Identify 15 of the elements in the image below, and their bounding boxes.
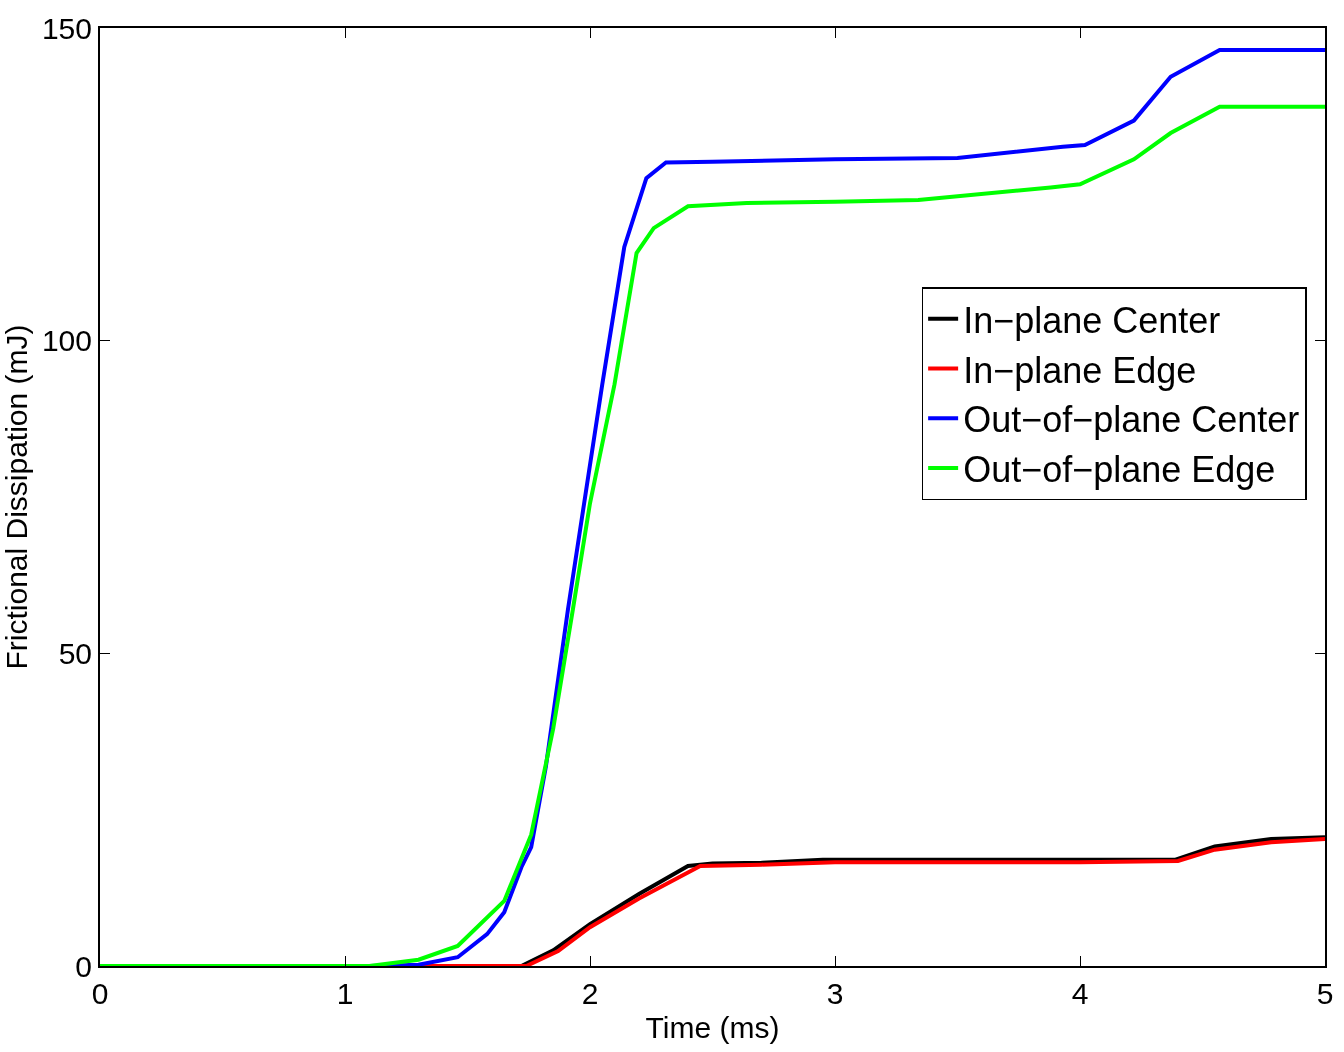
y-tick-label: 0: [75, 949, 92, 983]
legend-label: Out−of−plane Edge: [963, 449, 1276, 491]
x-tick-label: 1: [336, 977, 354, 1010]
x-axis-title: Time (ms): [645, 1011, 780, 1044]
y-tick-label: 50: [58, 636, 92, 670]
y-axis-title: Frictional Dissipation (mJ): [0, 324, 33, 670]
x-tick-label: 2: [581, 977, 599, 1010]
legend-label: In−plane Center: [963, 299, 1221, 341]
legend-label: Out−of−plane Center: [963, 399, 1300, 441]
x-tick-label: 4: [1071, 977, 1089, 1010]
x-tick-label: 3: [826, 977, 844, 1010]
y-tick-label: 100: [41, 324, 92, 358]
legend-label: In−plane Edge: [963, 349, 1197, 391]
x-tick-label: 5: [1316, 977, 1334, 1010]
y-tick-label: 150: [41, 11, 92, 45]
